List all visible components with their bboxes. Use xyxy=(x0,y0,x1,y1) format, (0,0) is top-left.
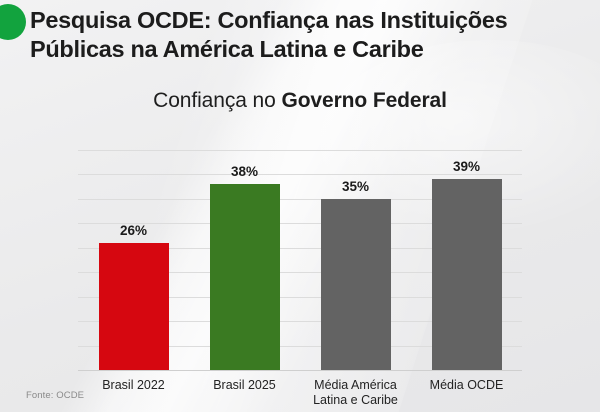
bar-group[interactable]: 26% Brasil 2022 xyxy=(98,150,169,392)
gridline xyxy=(78,223,522,225)
chart-subtitle: Confiança no Governo Federal xyxy=(0,88,600,114)
x-axis-category-label: Brasil 2022 xyxy=(69,378,199,393)
x-axis-category-label: Média OCDE xyxy=(402,378,532,393)
gridline xyxy=(78,272,522,274)
bar-group[interactable]: 35% Média América Latina e Caribe xyxy=(313,150,398,407)
bar[interactable] xyxy=(431,179,502,370)
bar-value-label: 26% xyxy=(119,222,148,238)
x-axis-category-line: Latina e Caribe xyxy=(313,393,398,407)
bar[interactable] xyxy=(320,198,391,370)
source-note: Fonte: OCDE xyxy=(26,390,85,401)
x-axis-category-line: Brasil 2022 xyxy=(102,378,165,392)
gridline xyxy=(78,345,522,347)
bar[interactable] xyxy=(209,184,280,370)
x-axis-category-line: Brasil 2025 xyxy=(213,378,276,392)
bar-chart: 0%5%10%15%20%25%30%35%40%45% 26%Brasil 2… xyxy=(0,130,600,407)
gridline xyxy=(78,370,522,371)
bar-value-label: 39% xyxy=(452,159,481,175)
bar[interactable] xyxy=(98,242,169,370)
chart-subtitle-lead: Confiança no xyxy=(153,89,282,112)
gridline xyxy=(78,247,522,249)
x-axis-category-label: Brasil 2025 xyxy=(180,378,310,393)
x-axis-category-label: Média América Latina e Caribe xyxy=(291,378,421,408)
chart-subtitle-emphasis: Governo Federal xyxy=(281,89,447,112)
gridline xyxy=(78,174,522,176)
bar-group[interactable]: 38% Brasil 2025 xyxy=(209,150,280,392)
bar-group[interactable]: 39% Média OCDE xyxy=(430,150,504,392)
gridline xyxy=(78,150,522,151)
chart-plot-area: 0%5%10%15%20%25%30%35%40%45% 26%Brasil 2… xyxy=(78,150,522,407)
x-axis-category-line: Média OCDE xyxy=(429,378,504,392)
bar-value-label: 38% xyxy=(230,164,259,180)
gridline xyxy=(78,321,522,323)
page-title: Pesquisa OCDE: Confiança nas Instituiçõe… xyxy=(30,7,508,62)
chart-bars: 26% Brasil 2022 38% Brasil 2025 35% Média Amé… xyxy=(78,150,522,407)
brand-dot-icon xyxy=(0,4,26,40)
gridline xyxy=(78,296,522,298)
gridline xyxy=(78,198,522,200)
x-axis-category-line: Média América xyxy=(314,378,397,392)
bar-value-label: 35% xyxy=(341,178,370,194)
